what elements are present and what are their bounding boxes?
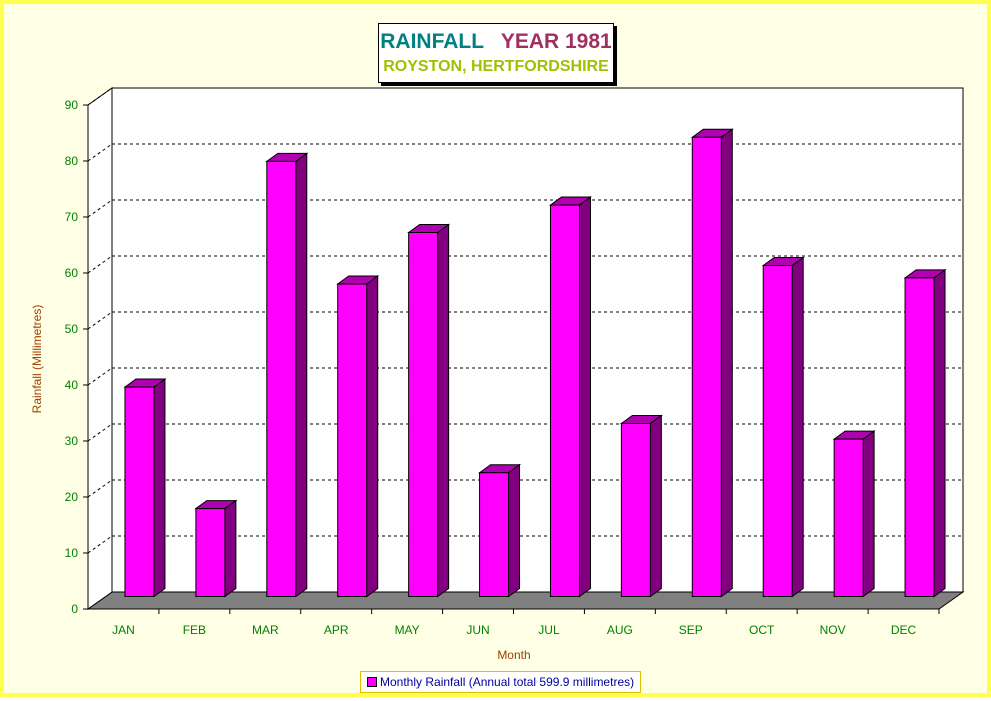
x-tick-label: FEB bbox=[183, 623, 206, 637]
y-tick-label: 40 bbox=[65, 378, 79, 392]
bar-side bbox=[153, 378, 166, 598]
gridline-side bbox=[87, 479, 113, 498]
x-tick-label: APR bbox=[324, 623, 349, 637]
x-tick-label: NOV bbox=[820, 623, 846, 637]
y-tick-label: 20 bbox=[65, 490, 79, 504]
gridline-side bbox=[87, 255, 113, 274]
x-tick-label: JUL bbox=[538, 623, 560, 637]
x-tick-label: AUG bbox=[607, 623, 633, 637]
gridline-side bbox=[87, 423, 113, 442]
y-tick-label: 60 bbox=[65, 266, 79, 280]
chart-plot: 0 10 20 30 40 50 60 70 80 90 JAN FEB MAR APR MAY JUN JUL… bbox=[30, 87, 965, 662]
bar-side bbox=[649, 414, 662, 598]
gridline-side bbox=[87, 87, 113, 106]
y-tick-label: 50 bbox=[65, 322, 79, 336]
bar-side bbox=[791, 256, 804, 598]
bar-jul bbox=[549, 204, 580, 597]
chart-legend: Monthly Rainfall (Annual total 599.9 mil… bbox=[360, 671, 642, 693]
x-tick-label: JAN bbox=[112, 623, 135, 637]
x-tick-label: MAY bbox=[395, 623, 420, 637]
legend-label: Monthly Rainfall (Annual total 599.9 mil… bbox=[380, 675, 635, 689]
y-tick-label: 90 bbox=[65, 98, 79, 112]
gridline-side bbox=[87, 311, 113, 330]
chart-title-rainfall: RAINFALL bbox=[380, 30, 484, 53]
x-tick-label: DEC bbox=[891, 623, 917, 637]
bar-side bbox=[295, 152, 308, 598]
bar-dec bbox=[904, 277, 935, 597]
chart-title-box: RAINFALL YEAR 1981 ROYSTON, HERTFORDSHIR… bbox=[378, 23, 614, 83]
bar-oct bbox=[762, 265, 793, 597]
chart-title: RAINFALL YEAR 1981 bbox=[379, 30, 613, 54]
x-tick-label: SEP bbox=[679, 623, 703, 637]
gridline-side bbox=[87, 535, 113, 554]
y-tick-label: 70 bbox=[65, 210, 79, 224]
gridline-side bbox=[87, 367, 113, 386]
gridline-side bbox=[87, 143, 113, 162]
legend-swatch bbox=[367, 676, 377, 687]
bar-sep bbox=[691, 136, 722, 598]
chart-title-year: YEAR 1981 bbox=[500, 30, 612, 53]
bar-side bbox=[508, 463, 521, 598]
bar-aug bbox=[620, 422, 651, 597]
bar-mar bbox=[266, 160, 297, 597]
bar-side bbox=[862, 430, 875, 598]
bar-jun bbox=[479, 472, 510, 597]
gridline-side bbox=[87, 199, 113, 218]
bar-jan bbox=[124, 386, 155, 597]
y-tick-label: 0 bbox=[71, 602, 78, 616]
bar-may bbox=[408, 232, 439, 597]
bar-feb bbox=[195, 508, 226, 597]
bar-side bbox=[224, 499, 237, 598]
plot-left-wall bbox=[87, 87, 113, 610]
bar-apr bbox=[337, 283, 368, 597]
bar-side bbox=[366, 275, 379, 598]
bar-side bbox=[578, 196, 591, 598]
bar-side bbox=[720, 128, 733, 598]
bar-nov bbox=[833, 438, 864, 598]
x-axis-title: Month bbox=[497, 648, 530, 662]
x-tick-label: OCT bbox=[749, 623, 775, 637]
bar-side bbox=[933, 268, 946, 598]
chart-subtitle: ROYSTON, HERTFORDSHIRE bbox=[383, 58, 609, 75]
y-axis-title: Rainfall (Millimetres) bbox=[30, 305, 44, 414]
x-tick-label: MAR bbox=[252, 623, 279, 637]
x-tick-label: JUN bbox=[466, 623, 489, 637]
y-tick-label: 10 bbox=[65, 546, 79, 560]
y-tick-label: 30 bbox=[65, 434, 79, 448]
y-tick-label: 80 bbox=[65, 154, 79, 168]
bar-side bbox=[437, 223, 450, 598]
